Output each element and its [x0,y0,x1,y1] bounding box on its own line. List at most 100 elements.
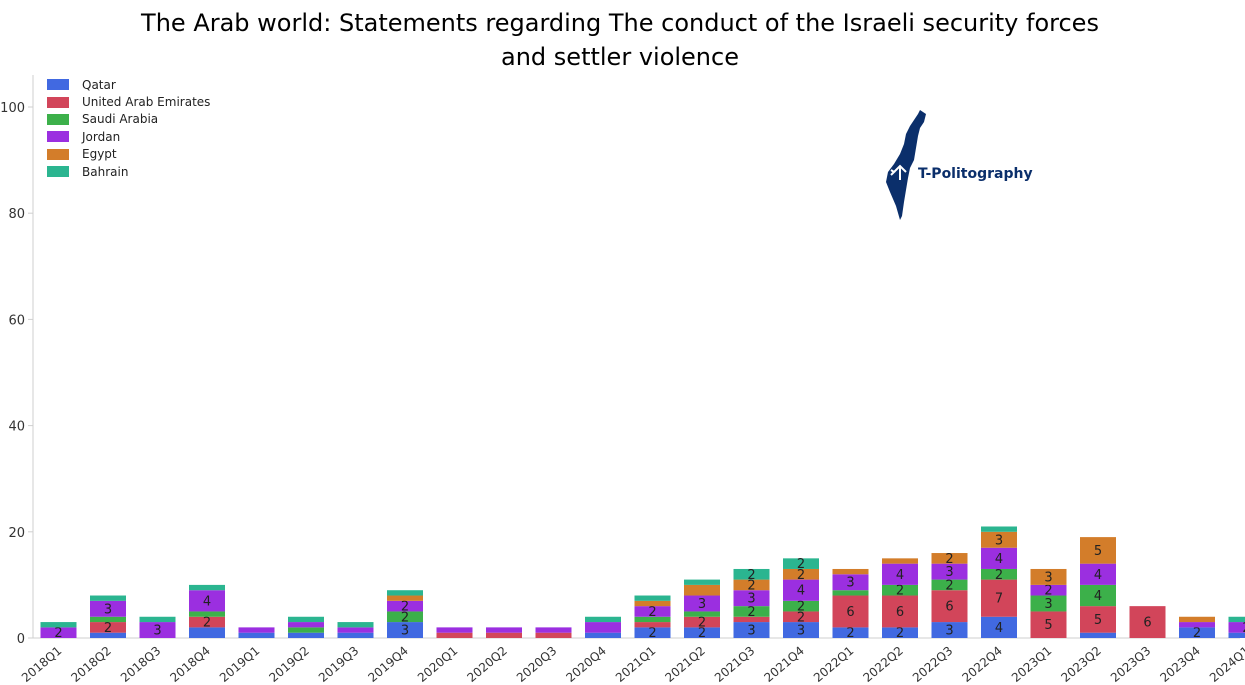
bar-segment [238,627,275,633]
x-tick-label: 2021Q3 [712,644,757,685]
bar-segment [783,600,819,612]
bar-segment [189,584,225,591]
bar-segment [139,616,176,623]
bar-segment [387,590,423,596]
legend-item[interactable]: Egypt [47,146,210,163]
legend-item[interactable]: Bahrain [47,163,210,180]
bar-segment [981,526,1017,532]
x-tick-label: 2023Q3 [1108,644,1153,685]
bar-data-label: 7 [995,592,1003,607]
chart-legend: Qatar United Arab Emirates Saudi Arabia Jor… [47,76,210,180]
bar-segment [387,595,423,601]
bar-segment [535,632,572,638]
x-tick-label: 2020Q2 [464,644,509,685]
bar-segment [981,579,1017,617]
bar-segment [981,531,1017,548]
bar-segment [337,632,374,638]
legend-item[interactable]: Saudi Arabia [47,111,210,128]
bar-segment [1080,537,1116,564]
x-tick-label: 2018Q4 [167,644,212,685]
bar-data-label: 3 [995,533,1003,548]
t-politography-logo: T-Politography [880,108,1040,226]
bar-data-label: 2 [797,600,805,615]
bar-segment [684,616,720,628]
bar-segment [1080,632,1116,638]
x-tick-label: 2024Q1 [1207,644,1245,685]
y-tick-label: 60 [8,313,25,328]
bar-segment [733,579,770,591]
bar-segment [882,558,918,564]
legend-label: Qatar [82,77,116,92]
bar-data-label: 3 [846,576,854,591]
bar-data-label: 2 [203,616,211,631]
bar-segment [783,568,819,580]
x-tick-label: 2022Q4 [959,644,1004,685]
bar-data-label: 2 [945,552,953,567]
x-tick-label: 2021Q4 [761,644,806,685]
bar-segment [832,595,869,628]
bar-data-label: 3 [945,565,953,580]
bar-segment [90,600,126,617]
bar-segment [882,563,918,585]
legend-label: Egypt [82,147,117,162]
x-tick-label: 2018Q2 [68,644,113,685]
legend-item[interactable]: Qatar [47,76,210,93]
legend-swatch [47,166,69,178]
bar-segment [288,627,324,633]
bar-segment [238,632,275,638]
bar-segment [1228,622,1245,633]
bar-segment [981,568,1017,580]
bar-segment [585,632,621,638]
x-tick-label: 2019Q1 [217,644,262,685]
bar-data-label: 3 [698,597,706,612]
bar-data-label: 2 [698,616,706,631]
bar-data-label: 3 [747,624,755,639]
bar-segment [1080,584,1116,607]
bar-data-label: 2 [1044,584,1052,599]
bar-data-label: 6 [846,605,854,620]
bar-segment [1030,568,1067,585]
bar-segment [684,579,720,585]
x-tick-label: 2020Q1 [415,644,460,685]
bar-segment [931,622,968,638]
bar-segment [931,590,968,623]
bar-segment [189,590,225,612]
x-tick-label: 2022Q1 [811,644,856,685]
bar-data-label: 4 [896,568,904,583]
y-tick-label: 0 [17,632,25,647]
bar-segment [783,622,819,638]
bar-segment [1179,616,1215,623]
bar-segment [733,616,770,623]
x-tick-label: 2021Q2 [662,644,707,685]
x-tick-label: 2023Q1 [1009,644,1054,685]
legend-swatch [47,96,69,108]
bar-segment [40,627,77,638]
legend-item[interactable]: Jordan [47,128,210,145]
bar-data-label: 3 [945,624,953,639]
bar-segment [288,622,324,628]
bar-segment [1030,611,1067,638]
bar-data-label: 3 [797,624,805,639]
bar-segment [634,622,671,628]
bar-segment [1030,584,1067,596]
bar-segment [1228,616,1245,623]
bar-segment [783,579,819,601]
bar-data-label: 2 [54,626,62,641]
legend-item[interactable]: United Arab Emirates [47,93,210,110]
logo-text: T-Politography [918,166,1033,182]
x-tick-label: 2019Q2 [266,644,311,685]
bar-segment [634,606,671,617]
legend-label: Bahrain [82,164,129,179]
bar-segment [1080,563,1116,585]
bar-segment [882,595,918,628]
x-tick-label: 2020Q3 [514,644,559,685]
bar-segment [981,616,1017,638]
x-tick-label: 2023Q2 [1058,644,1103,685]
x-tick-label: 2023Q4 [1157,644,1202,685]
bar-data-label: 6 [1143,616,1151,631]
bar-segment [90,632,126,638]
x-tick-label: 2021Q1 [613,644,658,685]
y-tick-label: 80 [8,207,25,222]
x-tick-label: 2018Q1 [19,644,64,685]
bar-data-label: 3 [104,602,112,617]
